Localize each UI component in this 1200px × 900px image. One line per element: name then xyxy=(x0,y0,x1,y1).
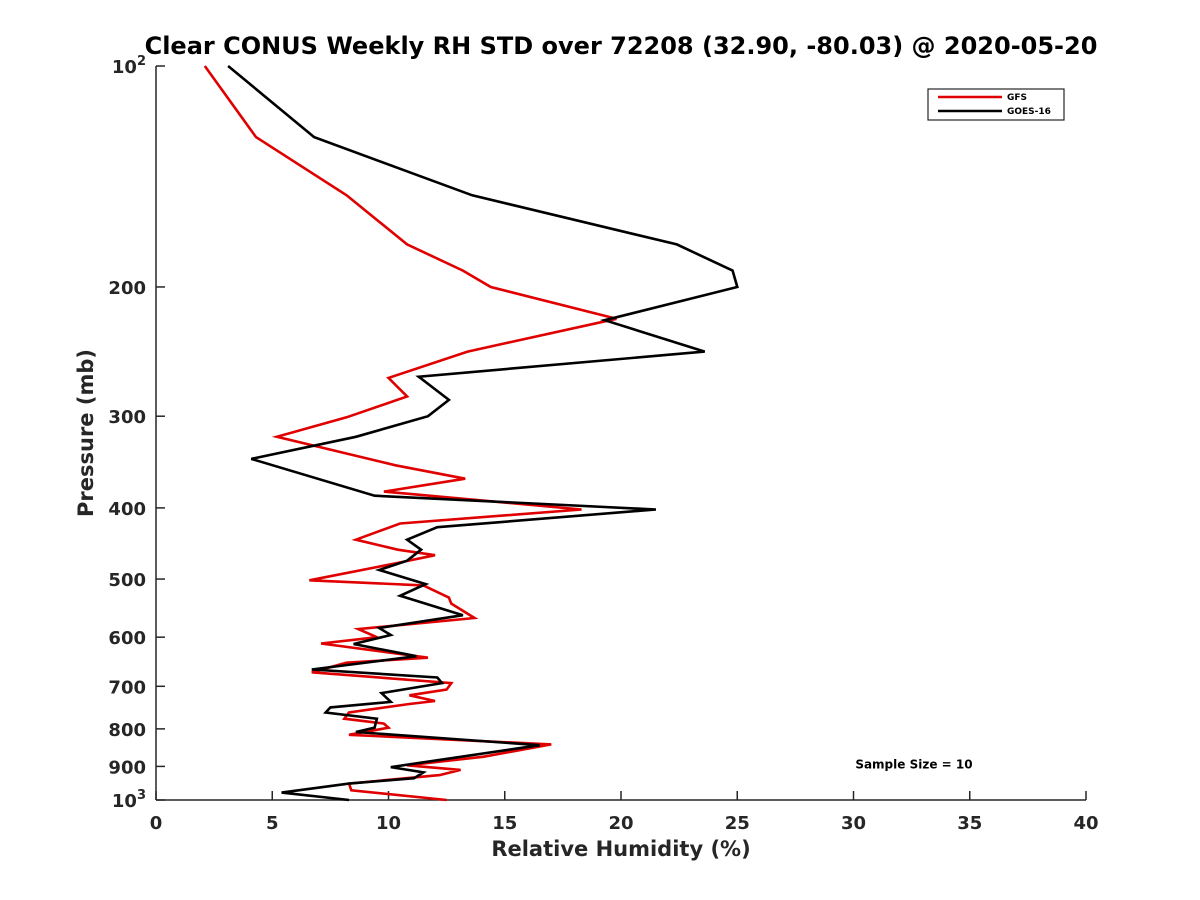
x-tick-label: 20 xyxy=(608,813,633,834)
y-tick-label: 700 xyxy=(108,677,146,698)
y-tick-label-exponent: 2 xyxy=(137,54,146,69)
y-axis-label: Pressure (mb) xyxy=(74,349,98,517)
x-tick-label: 30 xyxy=(841,813,866,834)
x-tick-label: 35 xyxy=(957,813,982,834)
y-tick-label: 800 xyxy=(108,720,146,741)
legend: GFS GOES-16 xyxy=(927,88,1065,121)
y-tick-label: 600 xyxy=(108,628,146,649)
y-tick-label-base: 10 xyxy=(112,57,137,78)
y-tick-label: 300 xyxy=(108,407,146,428)
series-line-goes-16 xyxy=(227,64,739,802)
x-axis-label: Relative Humidity (%) xyxy=(491,837,750,861)
y-tick-label-exponent: 3 xyxy=(137,788,146,803)
y-tick-label: 400 xyxy=(108,499,146,520)
legend-label-gfs: GFS xyxy=(1007,93,1027,103)
x-axis-ticks: 0 5 10 15 20 25 30 35 40 xyxy=(150,791,1099,834)
x-tick-label: 10 xyxy=(376,813,401,834)
x-tick-label: 0 xyxy=(150,813,163,834)
series-lines xyxy=(203,64,739,802)
y-tick-label: 200 xyxy=(108,278,146,299)
annotations: Sample Size = 10 xyxy=(855,758,972,772)
y-tick-label-base: 10 xyxy=(112,791,137,812)
series-line-gfs xyxy=(203,65,617,802)
y-tick-label: 102 xyxy=(112,54,146,78)
x-tick-label: 5 xyxy=(266,813,279,834)
y-tick-label: 103 xyxy=(112,788,146,812)
y-tick-label: 500 xyxy=(108,570,146,591)
x-tick-label: 15 xyxy=(492,813,517,834)
chart-title: Clear CONUS Weekly RH STD over 72208 (32… xyxy=(145,32,1098,60)
legend-label-goes-16: GOES-16 xyxy=(1007,107,1051,117)
legend-box xyxy=(927,88,1065,121)
x-tick-label: 40 xyxy=(1073,813,1098,834)
x-tick-label: 25 xyxy=(725,813,750,834)
y-tick-label: 900 xyxy=(108,757,146,778)
sample-size-annotation: Sample Size = 10 xyxy=(855,758,972,772)
